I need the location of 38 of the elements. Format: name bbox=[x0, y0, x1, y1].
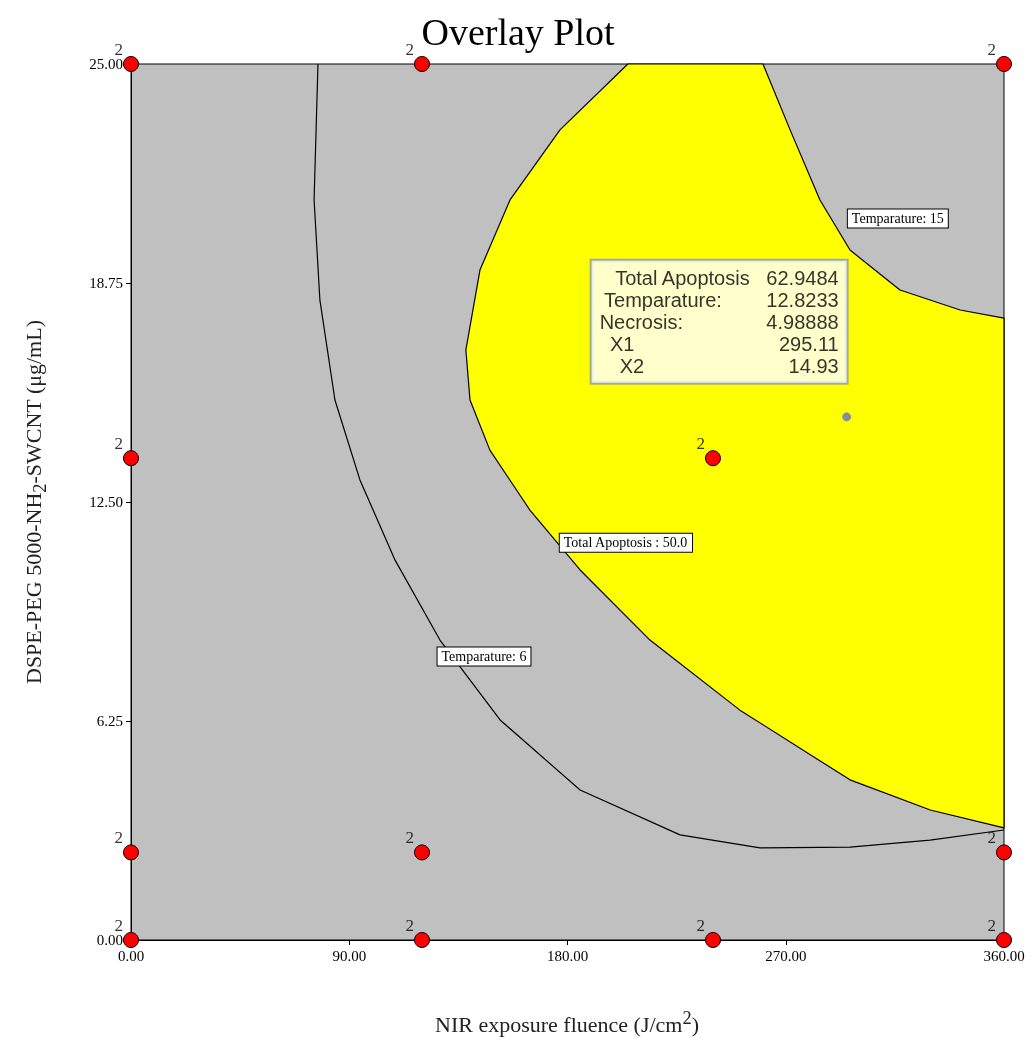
x-tick-label: 90.00 bbox=[332, 947, 367, 964]
x-tick-label: 360.00 bbox=[983, 947, 1025, 964]
annotation: 2 bbox=[696, 916, 705, 935]
annotation: Temparature: 15 bbox=[851, 211, 944, 227]
y-tick-label: 0.00 bbox=[96, 932, 123, 948]
annotation: 2 bbox=[114, 916, 123, 935]
annotation: 2 bbox=[987, 916, 996, 935]
annotation: 2 bbox=[405, 40, 414, 59]
x-tick-label: 0.00 bbox=[117, 947, 145, 964]
point bbox=[705, 932, 721, 948]
x-tick-label: 180.00 bbox=[546, 947, 589, 964]
point bbox=[123, 56, 139, 72]
annotation: 2 bbox=[114, 828, 123, 848]
annotation: 2 bbox=[114, 434, 123, 454]
point bbox=[414, 932, 430, 948]
annotation: 2 bbox=[987, 828, 996, 848]
point bbox=[123, 844, 139, 861]
annotation: 2 bbox=[987, 40, 996, 59]
annotation: Total Apoptosis 62.9484 Temparature: 12.8233 Necrosis: 4.98888 X1 295.11 X2 14.93 bbox=[599, 266, 839, 377]
y-tick-label: 18.75 bbox=[89, 275, 123, 291]
y-tick-label: 6.25 bbox=[96, 713, 123, 729]
annotation: Total Apoptosis : 50.0 bbox=[563, 535, 688, 551]
annotation: 2 bbox=[405, 916, 414, 935]
chart-title: Overlay Plot bbox=[421, 11, 616, 53]
point bbox=[414, 56, 430, 72]
point bbox=[414, 844, 430, 861]
annotation: 2 bbox=[696, 434, 705, 454]
annotation: 2 bbox=[114, 40, 123, 59]
point bbox=[123, 450, 139, 467]
x-tick-label: 270.00 bbox=[765, 947, 807, 964]
x-axis-title: NIR exposure fluence (J/cm$^{2}$) bbox=[435, 1008, 699, 1039]
annotation: 2 bbox=[405, 828, 414, 848]
point bbox=[996, 844, 1012, 861]
point bbox=[996, 932, 1012, 948]
y-tick-label: 12.50 bbox=[89, 494, 123, 510]
y-tick-label: 25.00 bbox=[89, 56, 123, 72]
point bbox=[123, 932, 139, 948]
annotation: Temparature: 6 bbox=[441, 649, 527, 665]
